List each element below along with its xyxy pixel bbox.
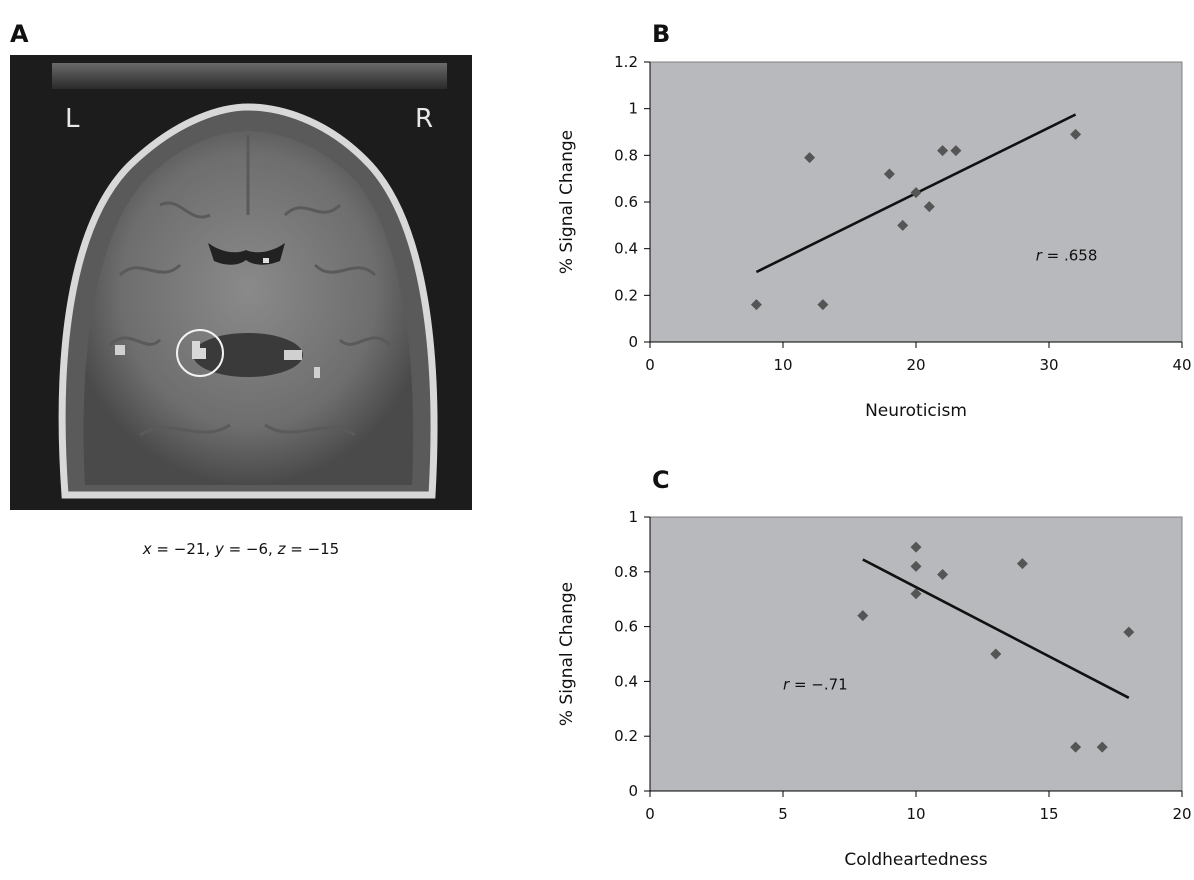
y-axis-label: % Signal Change (557, 582, 577, 726)
data-point (1096, 741, 1108, 753)
data-point (937, 569, 949, 581)
data-point (910, 541, 922, 553)
brain-right-label: R (415, 104, 433, 134)
correlation-value: = .658 (1042, 246, 1098, 264)
x-tick-label: 40 (1172, 356, 1191, 374)
coord-y-var: y (214, 540, 224, 558)
data-point (923, 201, 935, 213)
x-tick-label: 20 (906, 356, 925, 374)
data-point (910, 560, 922, 572)
correlation-annotation: r = .658 (1036, 246, 1098, 264)
trend-line (862, 558, 1130, 699)
x-tick-label: 10 (773, 356, 792, 374)
coord-z-var: z (277, 540, 286, 558)
correlation-symbol: r (783, 676, 790, 694)
x-axis-label: Neuroticism (865, 401, 967, 421)
y-tick-label: 0.6 (614, 193, 638, 211)
y-tick-label: 0 (628, 333, 638, 351)
data-point (910, 187, 922, 199)
y-tick-label: 0.8 (614, 563, 638, 581)
x-tick-label: 15 (1039, 805, 1058, 823)
data-point (910, 588, 922, 600)
correlation-value: = −.71 (789, 676, 848, 694)
data-point (950, 145, 962, 157)
plot-area (649, 61, 1183, 343)
data-point (937, 145, 949, 157)
y-tick-label: 0.6 (614, 618, 638, 636)
correlation-symbol: r (1036, 246, 1043, 264)
brain-mri-image: L R (10, 55, 472, 510)
y-tick-label: 1 (628, 100, 638, 118)
x-tick-label: 20 (1172, 805, 1191, 823)
coord-z-value: = −15 (285, 540, 340, 558)
y-tick-label: 1.2 (614, 53, 638, 71)
brain-left-label: L (65, 104, 80, 134)
panel-letter-a: A (10, 20, 29, 48)
panel-letter-c: C (652, 466, 670, 494)
x-tick-label: 5 (778, 805, 788, 823)
y-tick-label: 0.4 (614, 672, 638, 690)
x-tick-label: 0 (645, 356, 655, 374)
y-tick-label: 0.2 (614, 286, 638, 304)
data-point (1070, 128, 1082, 140)
panel-letter-b: B (652, 20, 671, 48)
y-axis-label: % Signal Change (557, 130, 577, 274)
data-point (990, 648, 1002, 660)
data-point (1016, 558, 1028, 570)
data-point (804, 152, 816, 164)
y-tick-label: 0.2 (614, 727, 638, 745)
y-tick-label: 0.4 (614, 240, 638, 258)
y-tick-label: 1 (628, 508, 638, 526)
y-tick-label: 0.8 (614, 146, 638, 164)
data-point (883, 168, 895, 180)
data-point (750, 299, 762, 311)
mni-coordinates: x = −21, y = −6, z = −15 (10, 540, 472, 558)
data-point (1070, 741, 1082, 753)
x-tick-label: 0 (645, 805, 655, 823)
correlation-annotation: r = −.71 (783, 676, 848, 694)
data-point (1123, 626, 1135, 638)
x-tick-label: 30 (1039, 356, 1058, 374)
x-tick-label: 10 (906, 805, 925, 823)
coord-x-value: = −21, (151, 540, 215, 558)
coord-y-value: = −6, (223, 540, 278, 558)
x-axis-label: Coldheartedness (844, 850, 987, 870)
y-tick-label: 0 (628, 782, 638, 800)
data-point (817, 299, 829, 311)
chart-neuroticism: 0 0.2 0.4 0.6 0.8 1 1.2 0 10 20 30 40 Neuroticism % S… (557, 53, 1192, 421)
coord-x-var: x (142, 540, 152, 558)
data-point (857, 610, 869, 622)
data-point (897, 219, 909, 231)
